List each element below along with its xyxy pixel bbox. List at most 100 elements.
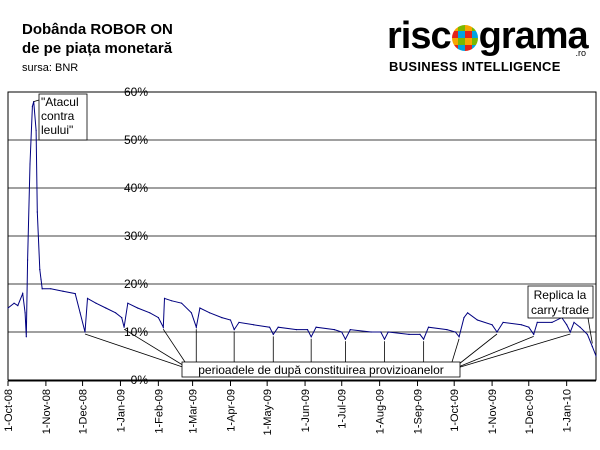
- logo-wordmark: risc grama: [387, 14, 589, 58]
- data-point: [408, 333, 410, 335]
- data-point: [137, 307, 139, 309]
- annotation-box: [181, 361, 461, 378]
- y-tick-label: 60%: [124, 85, 148, 99]
- x-tick-label: 1-Sep-09: [413, 389, 425, 434]
- logo-word-right: grama: [478, 15, 589, 57]
- data-point: [333, 329, 335, 331]
- data-point: [86, 297, 89, 299]
- data-point: [383, 338, 386, 340]
- data-point: [17, 305, 19, 307]
- data-point: [253, 324, 255, 326]
- data-point: [380, 331, 382, 333]
- data-point: [13, 302, 15, 304]
- y-tick-label: 20%: [124, 277, 148, 291]
- data-point: [476, 319, 478, 321]
- data-point: [162, 326, 164, 328]
- data-point: [277, 326, 279, 328]
- x-tick-label: 1-Nov-09: [487, 389, 499, 434]
- annotation-pointer: [84, 333, 191, 370]
- data-point: [84, 331, 86, 333]
- x-tick-label: 1-Jan-10: [562, 389, 574, 432]
- data-point: [579, 326, 581, 328]
- y-tick-label: 30%: [124, 229, 148, 243]
- chart-title-line2: de pe piața monetară: [22, 40, 173, 57]
- data-point: [419, 333, 421, 335]
- x-tick-label: 1-Apr-09: [225, 389, 237, 432]
- data-point: [121, 317, 123, 319]
- data-point: [387, 331, 389, 333]
- x-tick-label: 1-May-09: [262, 389, 274, 435]
- x-tick-label: 1-Oct-08: [3, 389, 15, 432]
- data-point: [22, 293, 24, 295]
- data-point: [269, 326, 271, 328]
- data-point: [195, 326, 197, 328]
- y-tick-label: 50%: [124, 133, 148, 147]
- data-point: [491, 324, 493, 326]
- y-tick-label: 10%: [124, 325, 148, 339]
- data-point: [454, 331, 456, 333]
- data-point: [229, 319, 232, 321]
- data-point: [306, 329, 309, 331]
- annotation-box: [38, 93, 88, 141]
- data-point: [27, 259, 29, 261]
- data-point: [123, 326, 125, 328]
- logo-word-left: risc: [387, 15, 452, 57]
- annotation-pointer: [33, 99, 40, 102]
- data-point: [79, 312, 81, 314]
- annotation-text: perioadele de după constituirea provizio…: [198, 363, 444, 377]
- x-axis-ticks: 1-Oct-08 1-Nov-08 1-Dec-08 1-Jan-09 1-Feb-09…: [3, 380, 596, 435]
- data-point: [39, 269, 41, 271]
- data-point: [370, 331, 372, 333]
- y-tick-label: 0%: [131, 373, 149, 387]
- chart-grid: [7, 91, 597, 381]
- data-point: [233, 329, 235, 331]
- data-point: [24, 312, 26, 314]
- x-tick-label: 1-Jun-09: [300, 389, 312, 432]
- data-point: [29, 163, 31, 165]
- annotation-provizioane: perioadele de după constituirea provizio…: [84, 328, 571, 378]
- data-point: [458, 336, 460, 338]
- data-point: [586, 333, 589, 335]
- data-point: [36, 211, 38, 213]
- annotation-text: contra: [41, 109, 75, 123]
- data-point: [573, 321, 575, 323]
- data-point: [40, 278, 42, 280]
- data-point: [295, 329, 298, 331]
- data-point: [536, 321, 538, 323]
- annotation-box: [527, 285, 594, 319]
- chart-title-line1: Dobânda ROBOR ON: [22, 21, 173, 38]
- data-point: [7, 307, 9, 309]
- data-point: [190, 312, 192, 314]
- data-point: [181, 302, 183, 304]
- annotation-text: "Atacul: [41, 95, 79, 109]
- data-point: [272, 333, 274, 335]
- logo-tagline: BUSINESS INTELLIGENCE: [389, 59, 561, 74]
- data-point: [171, 300, 173, 302]
- data-point: [31, 105, 33, 107]
- data-point: [520, 324, 523, 326]
- data-point: [35, 129, 37, 131]
- data-point: [427, 326, 430, 328]
- data-point: [528, 326, 530, 328]
- data-point: [344, 338, 346, 340]
- x-tick-label: 1-Aug-09: [375, 389, 387, 434]
- data-point: [199, 307, 201, 309]
- data-point: [566, 324, 568, 326]
- x-tick-label: 1-Jul-09: [337, 389, 349, 429]
- data-point: [496, 331, 498, 333]
- data-point: [149, 312, 151, 314]
- x-tick-label: 1-Mar-09: [188, 389, 200, 434]
- data-point: [221, 317, 223, 319]
- data-point: [95, 302, 97, 304]
- data-point: [591, 345, 593, 347]
- riscograma-logo: risc grama .ro BUSINESS INTELLIGENCE: [385, 14, 590, 76]
- data-point: [467, 312, 469, 314]
- data-point: [463, 317, 465, 319]
- data-point: [62, 290, 64, 292]
- data-point: [74, 293, 76, 295]
- ring-logo-icon: [451, 25, 478, 51]
- data-point: [551, 321, 553, 323]
- data-point: [533, 333, 535, 335]
- data-point: [209, 312, 211, 314]
- data-point: [127, 302, 129, 304]
